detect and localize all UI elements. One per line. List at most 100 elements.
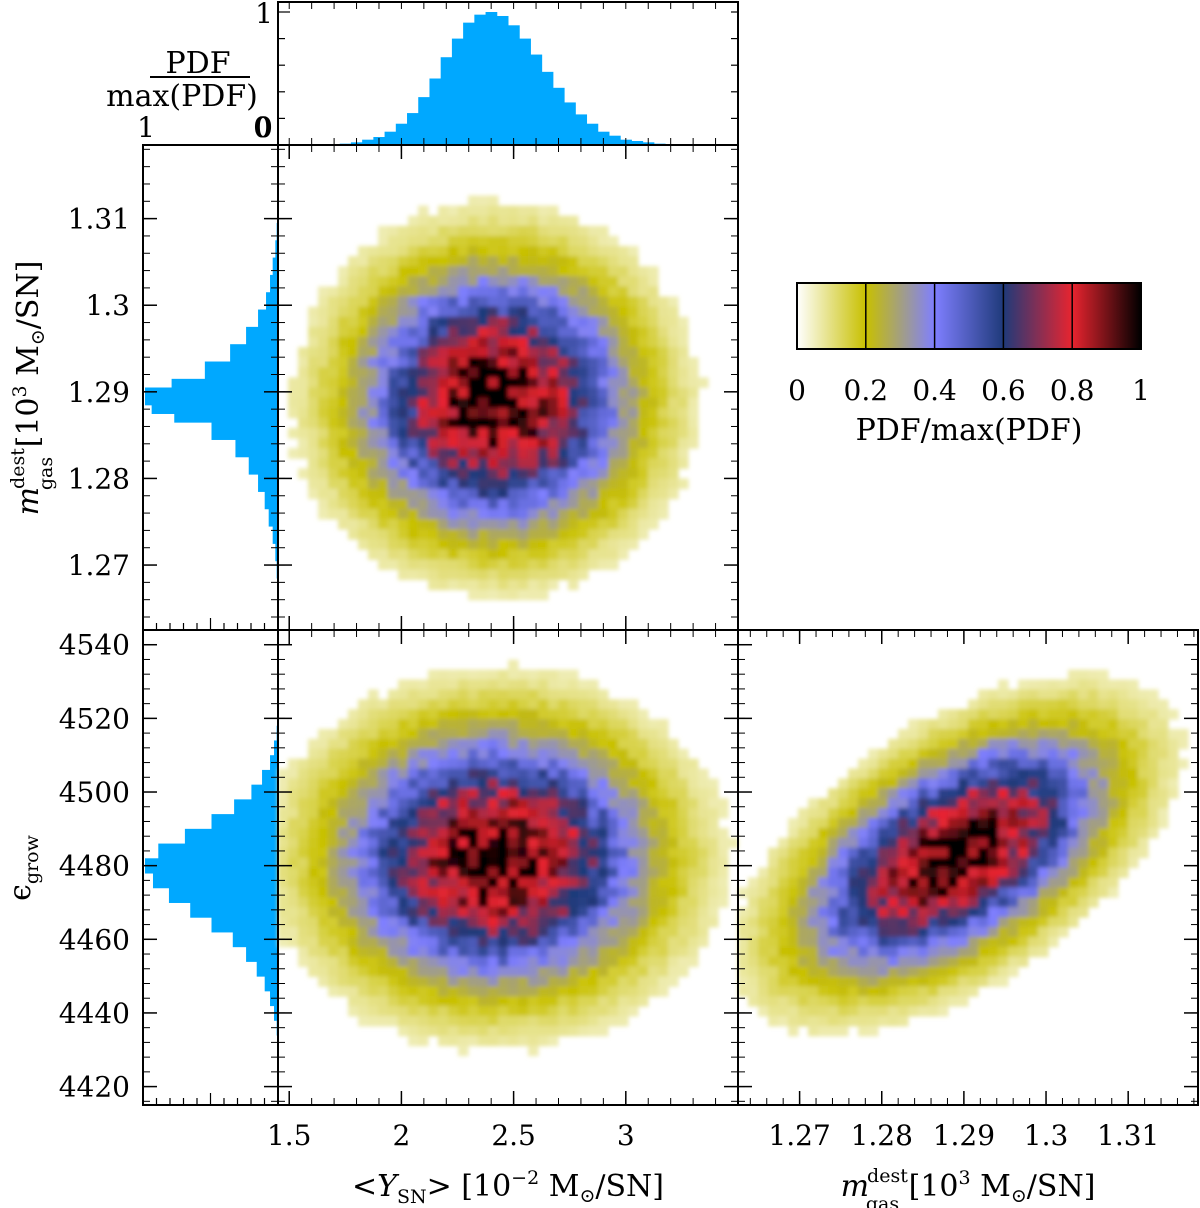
density-cell <box>458 488 469 500</box>
density-cell <box>658 296 669 308</box>
left-hist-bar <box>256 961 278 977</box>
density-cell <box>498 559 509 570</box>
density-cell <box>578 758 589 770</box>
density-cell <box>448 468 459 480</box>
density-cell <box>358 976 369 987</box>
density-cell <box>468 867 479 878</box>
density-cell <box>978 956 989 968</box>
density-cell <box>348 377 359 389</box>
density-cell <box>378 417 389 429</box>
density-cell <box>468 936 479 948</box>
density-cell <box>588 976 599 987</box>
density-cell <box>458 818 469 829</box>
density-cell <box>1128 679 1139 690</box>
density-cell <box>358 827 369 839</box>
left-hist-bar <box>270 274 278 293</box>
density-cell <box>348 956 359 968</box>
density-cell <box>308 887 319 898</box>
density-cell <box>828 818 839 829</box>
density-cell <box>518 847 529 859</box>
density-cell <box>518 266 529 277</box>
density-cell <box>458 956 469 968</box>
density-cell <box>348 417 359 429</box>
density-cell <box>488 387 499 399</box>
density-cell <box>408 417 419 429</box>
density-cell <box>778 926 789 938</box>
density-cell <box>458 728 469 740</box>
density-cell <box>768 867 779 878</box>
density-cell <box>618 699 629 710</box>
density-cell <box>888 748 899 760</box>
density-cell <box>588 417 599 429</box>
density-cell <box>288 867 299 878</box>
density-cell <box>658 857 669 869</box>
density-cell <box>578 518 589 530</box>
density-cell <box>938 956 949 968</box>
density-cell <box>678 407 689 419</box>
density-cell <box>428 986 439 997</box>
density-cell <box>628 966 639 977</box>
density-cell <box>338 907 349 918</box>
density-cell <box>378 347 389 358</box>
density-cell <box>1148 827 1159 839</box>
density-cell <box>408 986 419 997</box>
density-cell <box>518 798 529 809</box>
density-cell <box>508 235 519 247</box>
density-cell <box>388 768 399 780</box>
density-cell <box>678 827 689 839</box>
mgas-xaxis-sun: ⊙ <box>1011 1185 1027 1207</box>
density-cell <box>308 326 319 338</box>
density-cell <box>1098 847 1109 859</box>
density-cell <box>988 709 999 720</box>
density-cell <box>988 748 999 760</box>
density-cell <box>478 377 489 389</box>
density-cell <box>498 827 509 839</box>
density-cell <box>508 679 519 690</box>
density-cell <box>438 549 449 560</box>
density-cell <box>448 926 459 938</box>
density-cell <box>418 438 429 449</box>
density-cell <box>608 549 619 560</box>
density-cell <box>508 986 519 997</box>
density-cell <box>418 488 429 500</box>
density-cell <box>478 818 489 829</box>
density-cell <box>318 296 329 308</box>
density-cell <box>638 326 649 338</box>
ysn-axis-sub: SN <box>397 1186 427 1208</box>
density-cell <box>338 518 349 530</box>
density-cell <box>398 397 409 409</box>
density-cell <box>378 926 389 938</box>
density-cell <box>878 887 889 898</box>
density-cell <box>378 246 389 257</box>
density-cell <box>518 508 529 520</box>
density-cell <box>328 347 339 358</box>
density-cell <box>428 709 439 720</box>
density-cell <box>418 569 429 581</box>
density-cell <box>678 377 689 389</box>
density-cell <box>808 946 819 958</box>
density-cell <box>408 367 419 378</box>
heatmap-eps-vs-ysn <box>278 659 739 1057</box>
density-cell <box>1018 887 1029 898</box>
density-cell <box>398 847 409 859</box>
density-cell <box>618 827 629 839</box>
density-cell <box>1128 758 1139 770</box>
top-hist-ylabel-numerator: PDF <box>165 46 230 81</box>
density-cell <box>778 946 789 958</box>
density-cell <box>538 818 549 829</box>
density-cell <box>888 877 899 888</box>
density-cell <box>478 867 489 878</box>
density-cell <box>378 976 389 987</box>
density-cell <box>418 559 429 570</box>
density-cell <box>598 367 609 378</box>
density-cell <box>1128 699 1139 710</box>
density-cell <box>818 966 829 977</box>
density-cell <box>488 768 499 780</box>
density-cell <box>378 508 389 520</box>
density-cell <box>298 897 309 908</box>
density-cell <box>338 818 349 829</box>
density-cell <box>478 387 489 399</box>
density-cell <box>858 996 869 1007</box>
density-cell <box>368 847 379 859</box>
density-cell <box>568 306 579 318</box>
